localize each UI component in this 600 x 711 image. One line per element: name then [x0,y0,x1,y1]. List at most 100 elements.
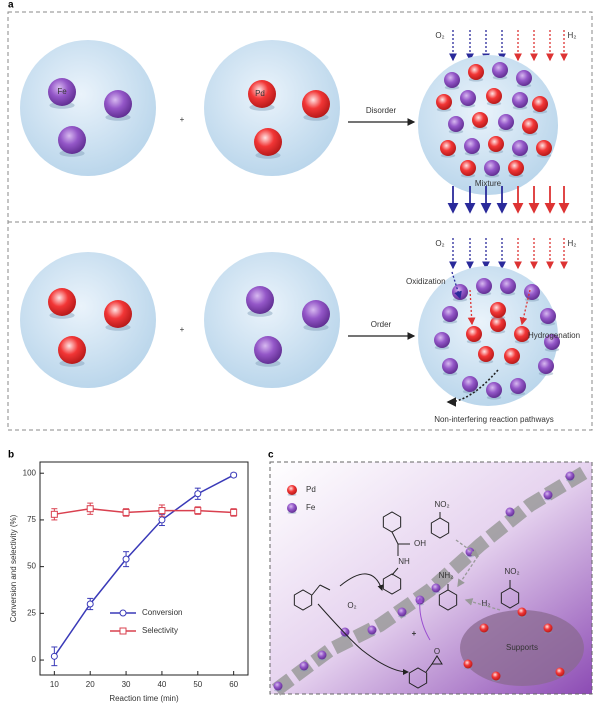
fe-atom [492,62,508,78]
fe-atom [516,70,532,86]
fe-atom [500,278,516,294]
pd-atom [440,140,456,156]
fe-atom [505,507,515,517]
pd-atom [508,160,524,176]
pathway-arrow [446,369,499,407]
pd-atom [522,118,538,134]
fe-atom [460,90,476,106]
label: Pd [255,89,265,98]
marker [158,507,166,515]
plot-frame [39,461,249,676]
fe-atom [397,607,407,617]
label: H₂ [568,239,577,248]
pd-atom [504,348,520,364]
pd-atom [514,326,530,342]
fe-atom [462,376,478,392]
label: O₂ [435,239,444,248]
label: O₂ [435,31,444,40]
label: NH₂ [439,571,454,580]
marker [122,508,130,516]
pd-atom [58,336,86,364]
panel-label: a [8,0,14,11]
particle-domain [204,40,340,176]
fe-atom [58,126,86,154]
panel-label: b [8,450,14,461]
label: NO₂ [504,567,519,576]
particle-domain [204,252,340,388]
marker [194,507,202,515]
pd-atom [478,346,494,362]
x-tick-label: 30 [122,680,131,689]
fe-atom [540,308,556,324]
pd-atom [460,160,476,176]
benzene-ring [438,589,458,611]
marker [86,600,94,608]
benzene-ring [382,573,402,595]
marker [122,555,130,563]
fe-atom [246,286,274,314]
fe-atom [484,160,500,176]
pd-atom [490,316,506,332]
fe-atom [444,72,460,88]
fe-atom [452,284,468,300]
benzene-ring [430,517,450,539]
pd-atom [472,112,488,128]
x-axis-label: Reaction time (min) [109,694,179,703]
label: Mixture [475,179,502,188]
fe-atom [273,681,283,691]
fe-atom [543,490,553,500]
label: NH [398,557,410,566]
pd-atom [488,136,504,152]
pd-atom [486,88,502,104]
benzene-ring [408,667,428,689]
pd-atom [555,667,565,677]
x-tick-label: 20 [86,680,95,689]
particle-domain [418,55,558,195]
panel-label: c [268,450,274,461]
particle-domain [20,252,156,388]
pd-atom [436,94,452,110]
arrow [455,539,480,557]
pd-atom [466,326,482,342]
y-tick-label: 0 [32,655,37,664]
benzene-ring [500,587,520,609]
label: OH [414,539,426,548]
particle-domain [20,40,156,176]
label: Disorder [366,106,397,115]
fe-atom [299,661,309,671]
label: H₂ [568,31,577,40]
label: + [180,325,185,334]
label: O [434,647,440,656]
arrow [457,555,479,588]
series-line [53,474,235,657]
fe-atom [367,625,377,635]
arrow [467,289,476,326]
fe-atom [524,284,540,300]
pd-atom [468,64,484,80]
bond [319,584,331,591]
pd-atom [479,623,489,633]
label: Oxidization [406,277,446,286]
fe-atom [544,334,560,350]
pd-atom [532,96,548,112]
fe-atom [510,378,526,394]
fe-atom [464,138,480,154]
arrow [464,598,501,611]
marker [50,652,58,660]
fe-atom [442,358,458,374]
marker [50,510,58,518]
legend-label: Conversion [142,608,182,617]
pd-atom [543,623,553,633]
y-tick-label: 50 [27,562,36,571]
arrow [519,289,531,326]
epoxide [431,655,443,665]
label: Fe [57,87,67,96]
fe-atom [498,114,514,130]
fe-atom [448,116,464,132]
bond [311,584,321,596]
fe-atom [317,650,327,660]
marker [86,505,94,513]
benzene-ring [293,589,313,611]
x-tick-label: 60 [229,680,238,689]
